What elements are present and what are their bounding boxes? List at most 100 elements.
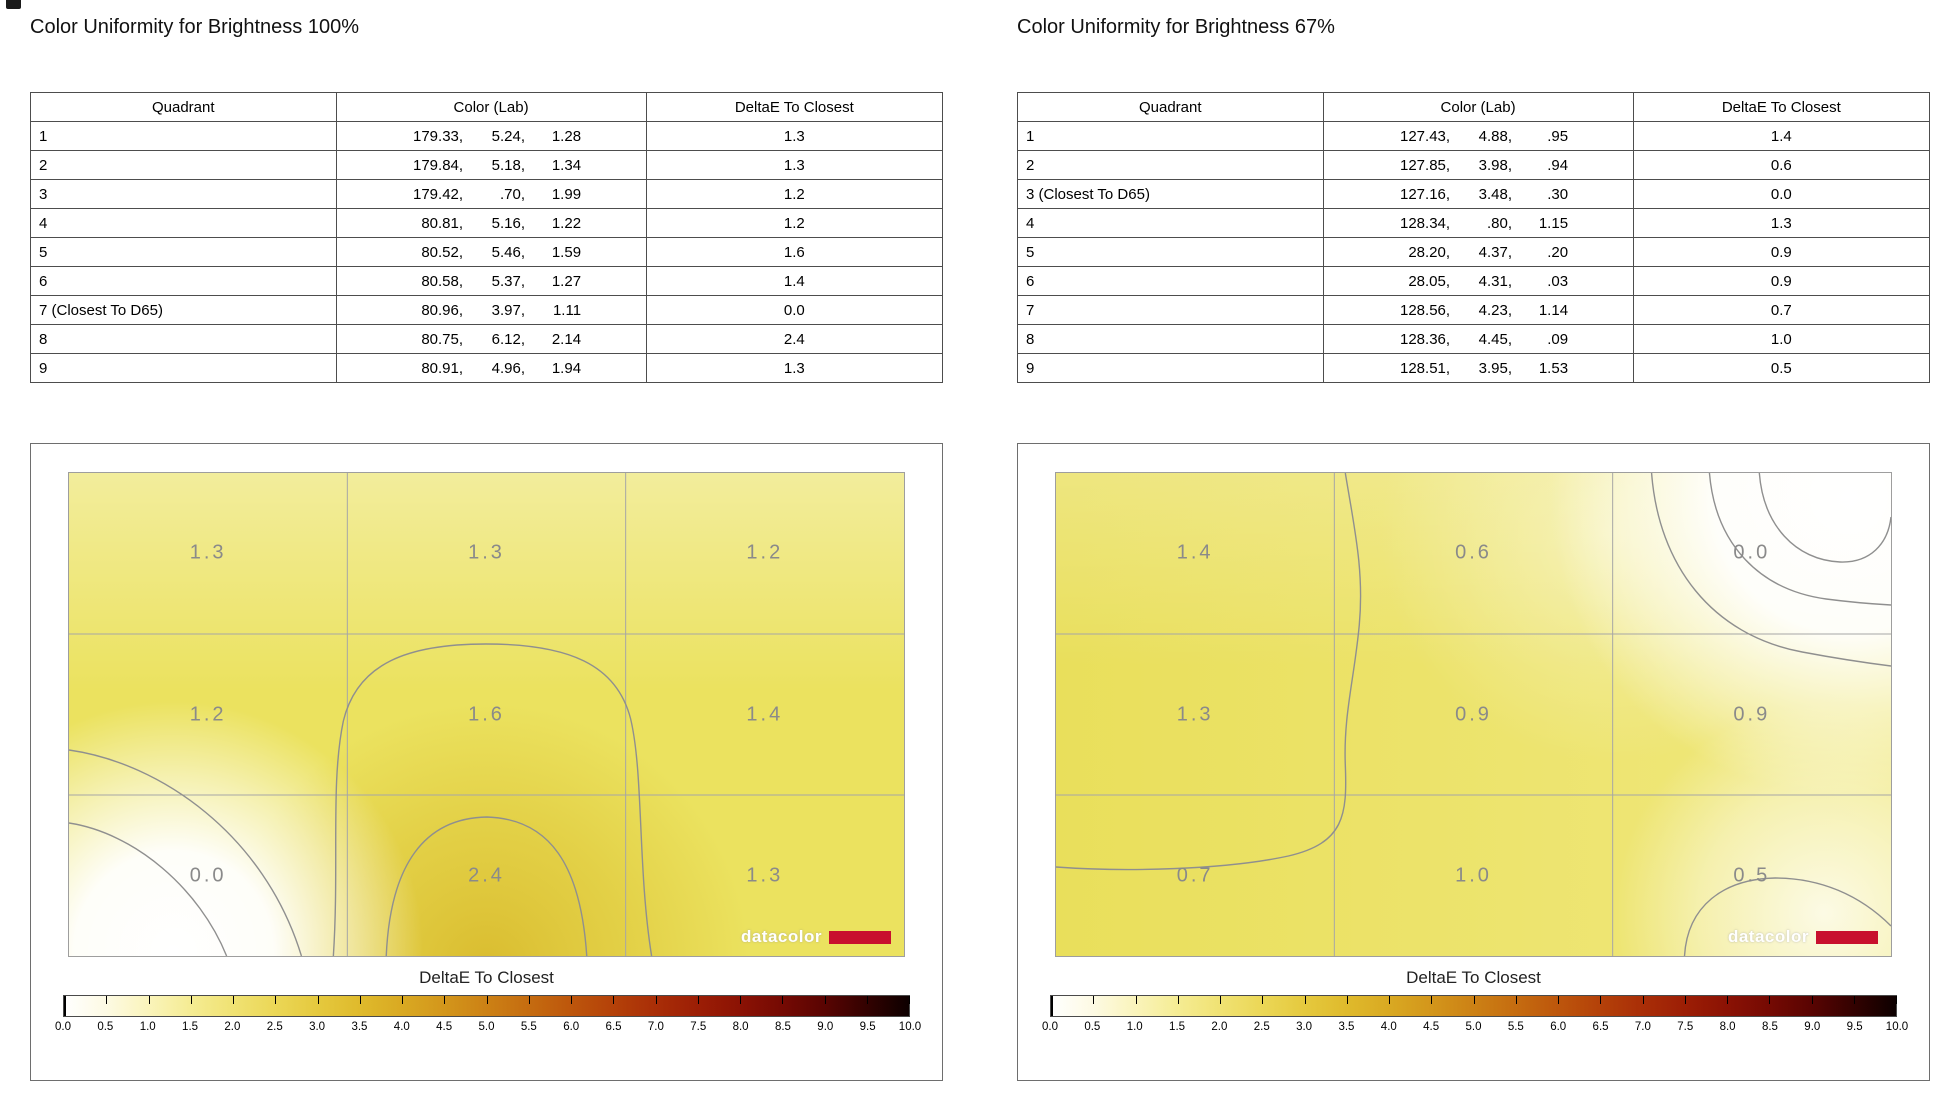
panel-title: Color Uniformity for Brightness 100%: [30, 16, 360, 38]
colorbar-tick-label: 3.5: [351, 1021, 368, 1033]
colorbar-gradient: [63, 995, 910, 1017]
colorbar-labels: 0.0 0.5 1.0 1.5 2.0 2.5 3.0 3.5 4.0 4.5 5.0 5.5 6.0 6…: [1042, 1021, 1908, 1037]
colorbar-tick: [613, 996, 615, 1004]
col-header-color-lab: Color (Lab): [1322, 92, 1634, 122]
deltae-cell: 1.4: [645, 266, 944, 296]
colorbar-tick: [1304, 996, 1306, 1004]
deltae-cell: 1.6: [645, 237, 944, 267]
deltae-cell: 1.3: [1632, 208, 1931, 238]
color-lab-cell: 128.56, 4.23, 1.14: [1322, 295, 1634, 325]
map-cell-value: 1.6: [468, 703, 505, 725]
lab-value: 127.43,: [1400, 127, 1451, 145]
grid-values: 1.4 0.6 0.0 1.3 0.9 0.9 0.7 1.0 0.5: [1056, 473, 1891, 956]
map-cell-value: 1.3: [468, 541, 505, 564]
table-row: 2 127.85, 3.98, .94 0.6: [1017, 150, 1931, 180]
table-header-row: Quadrant Color (Lab) DeltaE To Closest: [1017, 92, 1931, 122]
map-cell-value: 1.2: [189, 703, 227, 725]
colorbar-tick: [528, 996, 530, 1004]
quadrant-cell: 6: [1017, 266, 1324, 296]
map-cell-value: 0.6: [1455, 541, 1492, 564]
colorbar-tick: [1515, 996, 1517, 1004]
colorbar-tick: [782, 996, 784, 1004]
deltae-cell: 0.9: [1632, 266, 1931, 296]
map-cell-value: 2.4: [468, 864, 505, 886]
map-cell-value: 0.0: [189, 864, 227, 886]
colorbar-tick-label: 4.5: [1423, 1021, 1440, 1033]
colorbar-tick-label: 1.5: [1169, 1021, 1186, 1033]
colorbar-tick-label: 3.5: [1338, 1021, 1355, 1033]
colorbar-tick-label: 9.5: [859, 1021, 876, 1033]
table-row: 1 179.33, 5.24, 1.28 1.3: [30, 121, 944, 151]
datacolor-wordmark: datacolor: [1727, 927, 1809, 946]
colorbar-tick-label: 10.0: [898, 1021, 922, 1033]
table-row: 4 128.34, .80, 1.15 1.3: [1017, 208, 1931, 238]
lab-value: 4.45,: [1478, 330, 1513, 348]
lab-value: 1.28: [551, 127, 582, 145]
lab-value: .80,: [1487, 214, 1513, 232]
lab-value: 80.96,: [421, 301, 464, 319]
color-lab-cell: 128.36, 4.45, .09: [1322, 324, 1634, 354]
uniformity-table: Quadrant Color (Lab) DeltaE To Closest 1…: [30, 92, 944, 383]
lab-value: .95: [1547, 127, 1569, 145]
color-lab-cell: 179.33, 5.24, 1.28: [335, 121, 647, 151]
deltae-cell: 0.6: [1632, 150, 1931, 180]
table-header-row: Quadrant Color (Lab) DeltaE To Closest: [30, 92, 944, 122]
colorbar-tick: [275, 996, 277, 1004]
colorbar-tick: [1431, 996, 1433, 1004]
corner-artifact: [6, 0, 21, 9]
deltae-cell: 0.0: [1632, 179, 1931, 209]
lab-value: 3.97,: [491, 301, 526, 319]
quadrant-cell: 8: [1017, 324, 1324, 354]
deltae-cell: 0.0: [645, 295, 944, 325]
contour-lines: [1056, 473, 1891, 956]
color-lab-cell: 28.20, 4.37, .20: [1322, 237, 1634, 267]
deltae-cell: 1.4: [1632, 121, 1931, 151]
colorbar-tick: [1684, 996, 1686, 1004]
colorbar-title: DeltaE To Closest: [1406, 968, 1541, 987]
lab-value: 80.81,: [421, 214, 464, 232]
color-lab-cell: 127.85, 3.98, .94: [1322, 150, 1634, 180]
colorbar-gradient: [1050, 995, 1897, 1017]
lab-value: 6.12,: [491, 330, 526, 348]
colorbar-tick: [1262, 996, 1264, 1004]
datacolor-logo: datacolor: [1728, 927, 1878, 947]
panel-brightness-100: Color Uniformity for Brightness 100% Qua…: [30, 15, 944, 1081]
contour-lines: [69, 643, 653, 956]
lab-value: 1.59: [551, 243, 582, 261]
colorbar-tick-label: 6.0: [1550, 1021, 1567, 1033]
deltae-cell: 0.5: [1632, 353, 1931, 383]
lab-value: 179.84,: [413, 156, 464, 174]
lab-value: 1.27: [551, 272, 582, 290]
table-row: 6 28.05, 4.31, .03 0.9: [1017, 266, 1931, 296]
lab-value: 1.14: [1538, 301, 1569, 319]
map-cell-value: 0.5: [1733, 864, 1771, 886]
color-lab-cell: 80.81, 5.16, 1.22: [335, 208, 647, 238]
color-lab-cell: 179.84, 5.18, 1.34: [335, 150, 647, 180]
colorbar-tick: [909, 996, 910, 1004]
table-row: 9 128.51, 3.95, 1.53 0.5: [1017, 353, 1931, 383]
lab-value: 1.34: [551, 156, 582, 174]
lab-value: 4.31,: [1478, 272, 1513, 290]
color-lab-cell: 179.42, .70, 1.99: [335, 179, 647, 209]
lab-value: 3.98,: [1478, 156, 1513, 174]
colorbar-tick: [1769, 996, 1771, 1004]
colorbar-tick: [655, 996, 657, 1004]
colorbar-tick: [571, 996, 572, 1004]
colorbar-tick-label: 4.0: [393, 1021, 410, 1033]
colorbar-tick-label: 7.5: [690, 1021, 707, 1033]
colorbar-tick: [1727, 996, 1728, 1004]
lab-value: .09: [1547, 330, 1569, 348]
color-lab-cell: 28.05, 4.31, .03: [1322, 266, 1634, 296]
colorbar-tick: [64, 996, 66, 1016]
colorbar-tick-label: 2.5: [266, 1021, 283, 1033]
colorbar-tick-label: 8.5: [1761, 1021, 1778, 1033]
lab-value: 80.52,: [421, 243, 464, 261]
lab-value: 2.14: [551, 330, 582, 348]
datacolor-red-bar: [1816, 930, 1878, 944]
map-cell-value: 1.3: [746, 864, 784, 886]
colorbar-tick-label: 4.5: [436, 1021, 453, 1033]
colorbar-tick: [359, 996, 361, 1004]
lab-value: 1.11: [552, 301, 582, 319]
lab-value: 128.34,: [1400, 214, 1451, 232]
